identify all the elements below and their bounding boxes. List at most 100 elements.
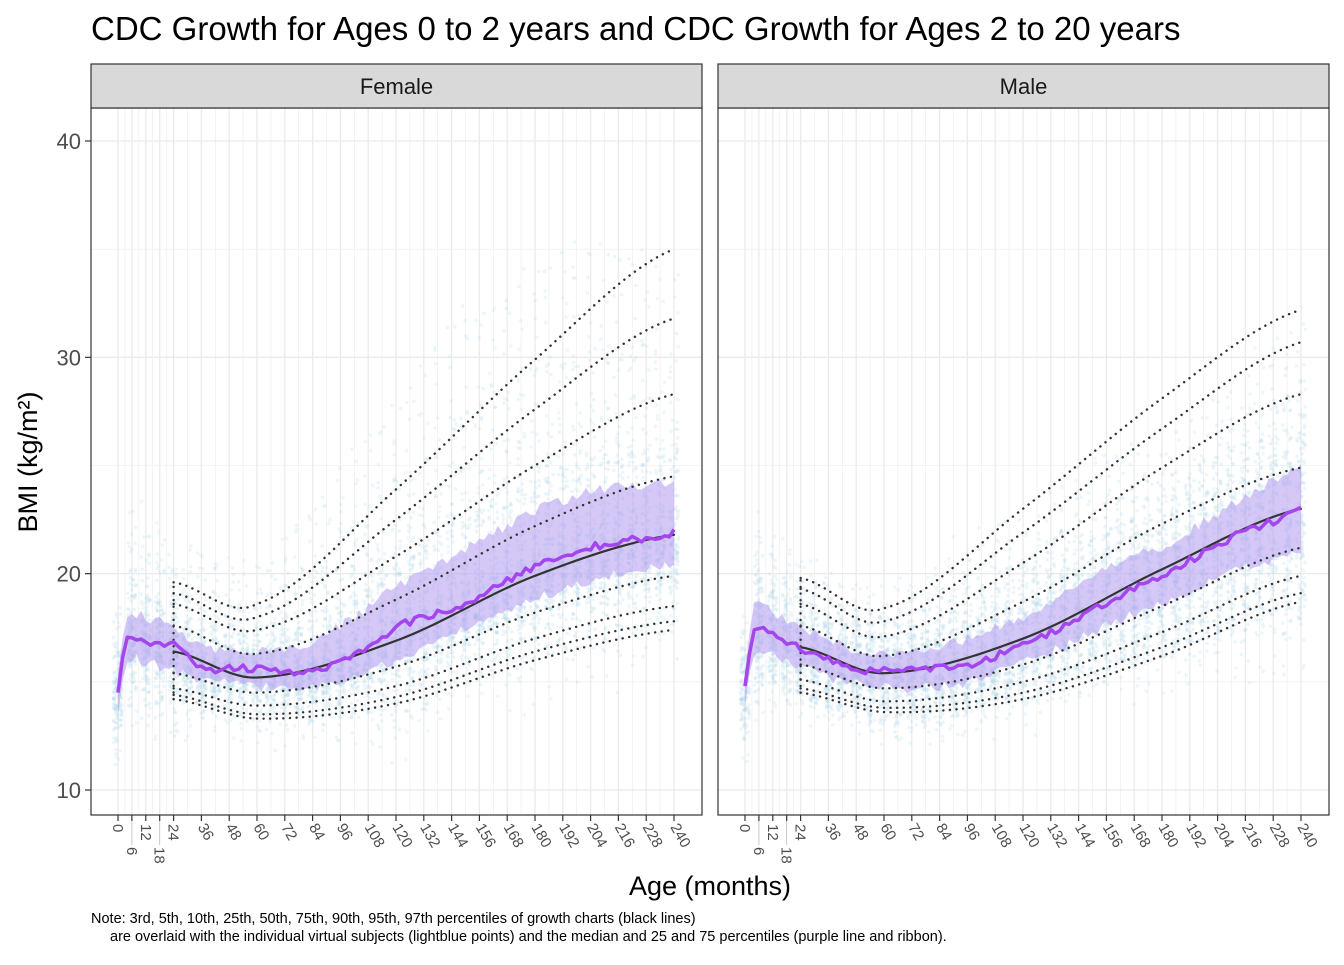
subject-point bbox=[593, 627, 597, 631]
subject-point bbox=[516, 667, 520, 671]
subject-point bbox=[325, 625, 329, 629]
subject-point bbox=[656, 618, 660, 622]
subject-point bbox=[571, 602, 575, 606]
subject-point bbox=[348, 530, 352, 534]
subject-point bbox=[396, 682, 400, 686]
subject-point bbox=[370, 711, 374, 715]
subject-point bbox=[521, 488, 525, 492]
subject-point bbox=[313, 692, 317, 696]
subject-point bbox=[134, 525, 138, 529]
subject-point bbox=[481, 469, 485, 473]
subject-point bbox=[518, 619, 522, 623]
subject-point bbox=[339, 615, 343, 619]
subject-point bbox=[188, 601, 192, 605]
subject-point bbox=[209, 631, 213, 635]
subject-point bbox=[475, 318, 479, 322]
subject-point bbox=[591, 371, 595, 375]
subject-point bbox=[356, 520, 360, 524]
subject-point bbox=[126, 703, 130, 707]
subject-point bbox=[489, 650, 493, 654]
subject-point bbox=[371, 718, 375, 722]
subject-point bbox=[647, 582, 651, 586]
subject-point bbox=[351, 572, 355, 576]
subject-point bbox=[418, 413, 422, 417]
subject-point bbox=[186, 734, 190, 738]
subject-point bbox=[412, 682, 416, 686]
subject-point bbox=[566, 657, 570, 661]
subject-point bbox=[321, 723, 325, 727]
subject-point bbox=[154, 676, 158, 680]
subject-point bbox=[589, 610, 593, 614]
subject-point bbox=[310, 630, 314, 634]
subject-point bbox=[142, 606, 146, 610]
subject-point bbox=[632, 460, 636, 464]
subject-point bbox=[273, 617, 277, 621]
subject-point bbox=[560, 251, 564, 255]
subject-point bbox=[446, 545, 450, 549]
subject-point bbox=[612, 347, 616, 351]
subject-point bbox=[339, 602, 343, 606]
subject-point bbox=[393, 552, 397, 556]
subject-point bbox=[141, 544, 145, 548]
subject-point bbox=[461, 304, 465, 308]
subject-point bbox=[293, 592, 297, 596]
subject-point bbox=[672, 475, 676, 479]
subject-point bbox=[155, 561, 159, 565]
subject-point bbox=[409, 516, 413, 520]
subject-point bbox=[601, 348, 605, 352]
subject-point bbox=[352, 520, 356, 524]
subject-point bbox=[593, 347, 597, 351]
subject-point bbox=[614, 603, 618, 607]
subject-point bbox=[533, 491, 537, 495]
subject-point bbox=[310, 601, 314, 605]
subject-point bbox=[112, 741, 116, 745]
subject-point bbox=[509, 344, 513, 348]
subject-point bbox=[524, 493, 528, 497]
subject-point bbox=[676, 494, 680, 498]
subject-point bbox=[270, 575, 274, 579]
subject-point bbox=[620, 625, 624, 629]
subject-point bbox=[212, 628, 216, 632]
subject-point bbox=[676, 535, 680, 539]
subject-point bbox=[668, 459, 672, 463]
subject-point bbox=[546, 481, 550, 485]
subject-point bbox=[475, 510, 479, 514]
subject-point bbox=[478, 427, 482, 431]
subject-point bbox=[446, 651, 450, 655]
subject-point bbox=[668, 376, 672, 380]
subject-point bbox=[112, 719, 116, 723]
subject-point bbox=[147, 682, 151, 686]
subject-point bbox=[547, 362, 551, 366]
subject-point bbox=[558, 616, 562, 620]
subject-point bbox=[571, 658, 575, 662]
subject-point bbox=[448, 366, 452, 370]
subject-point bbox=[172, 707, 176, 711]
subject-point bbox=[613, 255, 617, 259]
subject-point bbox=[284, 560, 288, 564]
subject-point bbox=[576, 591, 580, 595]
subject-point bbox=[363, 680, 367, 684]
subject-point bbox=[307, 694, 311, 698]
subject-point bbox=[426, 729, 430, 733]
subject-point bbox=[293, 611, 297, 615]
subject-point bbox=[421, 522, 425, 526]
subject-point bbox=[566, 632, 570, 636]
subject-point bbox=[140, 600, 144, 604]
subject-point bbox=[241, 646, 245, 650]
subject-point bbox=[496, 622, 500, 626]
subject-point bbox=[398, 547, 402, 551]
subject-point bbox=[669, 365, 673, 369]
subject-point bbox=[450, 651, 454, 655]
subject-point bbox=[438, 685, 442, 689]
subject-point bbox=[242, 559, 246, 563]
subject-point bbox=[571, 617, 575, 621]
subject-point bbox=[522, 623, 526, 627]
subject-point bbox=[451, 461, 455, 465]
subject-point bbox=[147, 562, 151, 566]
subject-point bbox=[519, 319, 523, 323]
subject-point bbox=[425, 552, 429, 556]
subject-point bbox=[507, 617, 511, 621]
subject-point bbox=[228, 599, 232, 603]
subject-point bbox=[323, 706, 327, 710]
